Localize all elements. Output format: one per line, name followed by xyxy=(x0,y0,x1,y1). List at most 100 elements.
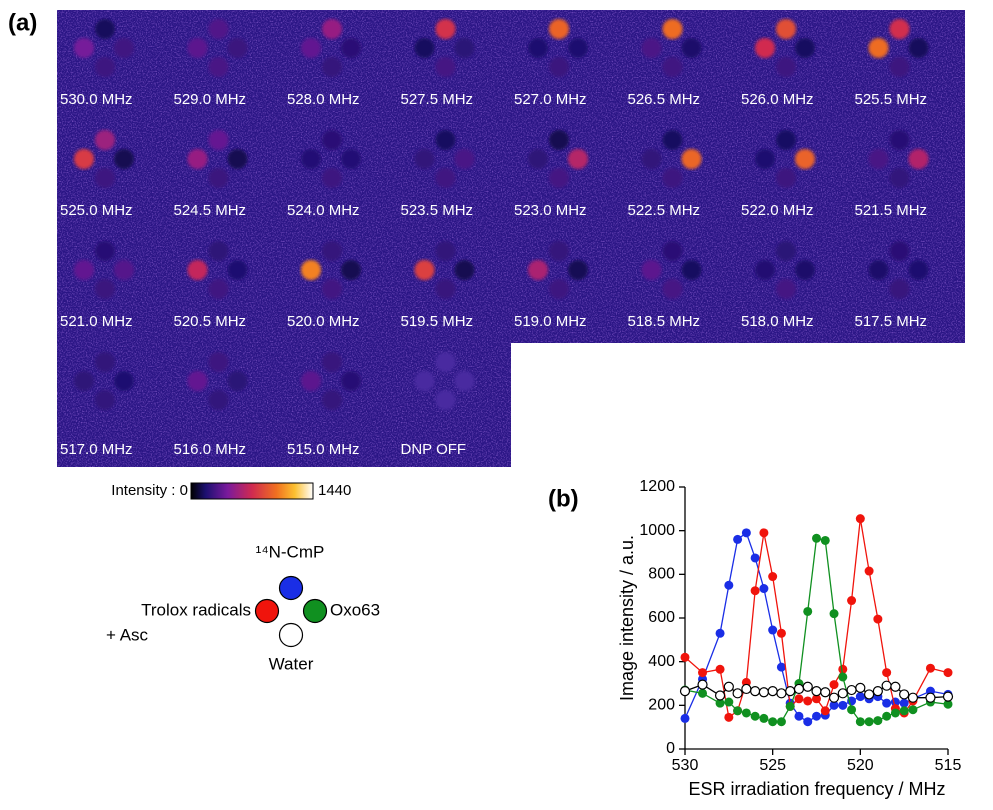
sample-spot xyxy=(341,38,361,58)
data-point xyxy=(759,713,769,723)
sample-spot xyxy=(528,260,548,280)
sample-spot xyxy=(662,168,683,188)
x-tick-label: 525 xyxy=(759,757,786,774)
sample-spot xyxy=(681,38,702,58)
colorbar-max: 1440 xyxy=(318,482,351,499)
sample-spot xyxy=(95,19,115,39)
sample-spot xyxy=(908,38,929,58)
data-point xyxy=(794,711,804,721)
x-tick-label: 520 xyxy=(847,757,874,774)
data-point xyxy=(942,691,954,702)
tile-label: 515.0 MHz xyxy=(287,441,360,458)
sample-spot xyxy=(435,19,456,39)
sample-spot xyxy=(889,241,910,261)
data-point xyxy=(882,698,892,708)
data-point xyxy=(741,708,751,718)
panel-label: (a) xyxy=(8,9,37,36)
sample-spot xyxy=(454,260,475,280)
sample-spot xyxy=(301,260,321,280)
data-point xyxy=(820,706,830,716)
sample-spot xyxy=(435,352,456,372)
sample-spot xyxy=(227,149,248,169)
sample-spot xyxy=(414,38,435,58)
data-point xyxy=(829,680,839,690)
sample-spot xyxy=(662,57,683,77)
tile-label: 517.0 MHz xyxy=(60,441,133,458)
data-point xyxy=(863,689,875,700)
data-point xyxy=(881,680,892,691)
y-tick-label: 0 xyxy=(666,740,675,757)
sample-spot xyxy=(549,279,569,299)
y-tick-label: 200 xyxy=(648,697,675,714)
data-point xyxy=(829,700,839,710)
tile-label: 529.0 MHz xyxy=(174,91,247,108)
data-point xyxy=(768,572,778,582)
sample-spot xyxy=(435,241,456,261)
data-point xyxy=(733,534,743,544)
sample-spot xyxy=(549,130,569,150)
sample-spot xyxy=(549,241,569,261)
y-tick-label: 600 xyxy=(648,609,675,626)
sample-spot xyxy=(641,149,662,169)
sample-spot xyxy=(208,57,229,77)
tile-label: 527.0 MHz xyxy=(514,91,587,108)
sample-spot xyxy=(435,390,456,410)
data-point xyxy=(741,528,751,538)
sample-spot xyxy=(662,241,683,261)
data-point xyxy=(803,606,813,616)
data-point xyxy=(838,700,848,710)
data-point xyxy=(697,679,708,690)
tile-label: 520.5 MHz xyxy=(174,313,247,330)
sample-spot xyxy=(776,168,796,188)
sample-spot xyxy=(641,260,662,280)
data-point xyxy=(907,692,919,703)
sample-spot xyxy=(95,168,115,188)
sample-spot xyxy=(114,38,134,58)
sample-spot xyxy=(208,168,229,188)
sample-spot xyxy=(322,168,342,188)
sample-spot xyxy=(795,38,815,58)
tile-label: 530.0 MHz xyxy=(60,91,133,108)
tile-label: DNP OFF xyxy=(401,441,467,458)
sample-spot xyxy=(908,149,929,169)
sample-spot xyxy=(889,279,910,299)
data-point xyxy=(758,687,770,698)
data-point xyxy=(785,701,795,711)
sample-spot xyxy=(208,279,229,299)
sample-spot xyxy=(341,371,361,391)
sample-spot xyxy=(795,260,815,280)
data-point xyxy=(803,696,813,706)
data-point xyxy=(793,683,805,695)
data-point xyxy=(776,717,786,727)
sample-spot xyxy=(301,371,321,391)
data-point xyxy=(846,684,857,696)
sample-spot xyxy=(187,38,208,58)
data-point xyxy=(715,664,725,674)
tile-label: 522.5 MHz xyxy=(628,202,701,219)
sample-spot xyxy=(227,260,248,280)
legend-marker xyxy=(302,598,328,624)
data-point xyxy=(759,528,769,538)
sample-spot xyxy=(341,260,361,280)
panel-label: (b) xyxy=(548,485,579,512)
data-point xyxy=(838,672,848,682)
data-point xyxy=(759,584,769,594)
sample-spot xyxy=(301,38,321,58)
data-point xyxy=(724,712,734,722)
sample-spot xyxy=(208,19,229,39)
sample-spot xyxy=(74,149,94,169)
data-point xyxy=(908,705,918,715)
sample-spot xyxy=(889,130,910,150)
sample-spot xyxy=(435,57,456,77)
sample-spot xyxy=(776,19,796,39)
data-point xyxy=(812,533,821,543)
data-point xyxy=(899,698,909,708)
sample-spot xyxy=(208,241,229,261)
tile-label: 523.5 MHz xyxy=(401,202,474,219)
data-point xyxy=(855,692,865,702)
sample-spot xyxy=(322,279,342,299)
sample-spot xyxy=(301,149,321,169)
data-point xyxy=(776,688,787,699)
tile-label: 518.0 MHz xyxy=(741,313,814,330)
